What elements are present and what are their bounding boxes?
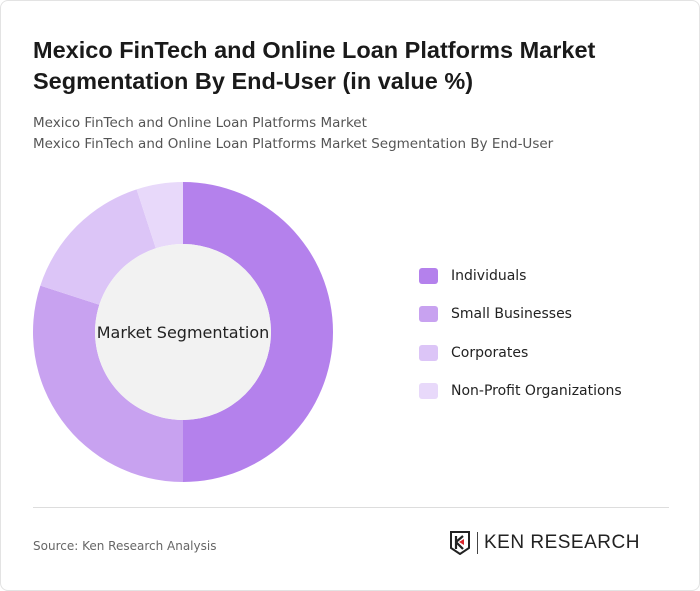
legend-item[interactable]: Corporates [419, 343, 622, 362]
legend-label: Corporates [451, 344, 529, 361]
slice-corporates[interactable] [40, 189, 156, 305]
donut-center [95, 244, 271, 420]
slice-small-businesses[interactable] [32, 285, 183, 482]
legend-swatch [419, 267, 438, 284]
divider [33, 507, 669, 508]
chart-title: Mexico FinTech and Online Loan Platforms… [33, 37, 596, 94]
legend-swatch [419, 383, 438, 399]
logo-text: KEN RESEARCH [484, 532, 640, 553]
center-label: Market Segmentation [97, 323, 270, 342]
source-note: Source: Ken Research Analysis [33, 539, 217, 553]
ken-logo-icon [450, 531, 470, 555]
ken-research-logo: KEN RESEARCH [449, 531, 640, 555]
slice-non-profit-organizations[interactable] [136, 182, 183, 249]
subtitle-market: Mexico FinTech and Online Loan Platforms… [33, 115, 367, 131]
legend-item[interactable]: Individuals [419, 266, 622, 285]
legend-swatch [419, 344, 438, 361]
legend-label: Non-Profit Organizations [451, 383, 622, 399]
legend-label: Small Businesses [451, 306, 572, 322]
subtitle-segmentation: Mexico FinTech and Online Loan Platforms… [33, 136, 554, 152]
legend-item[interactable]: Non-Profit Organizations [419, 382, 622, 401]
donut-chart: Market Segmentation [32, 182, 333, 482]
slice-individuals[interactable] [183, 182, 333, 482]
legend-item[interactable]: Small Businesses [419, 305, 622, 324]
logo-separator [477, 532, 478, 554]
legend-swatch [419, 306, 438, 322]
legend: Individuals Small Businesses Corporates Non… [419, 266, 622, 420]
legend-label: Individuals [451, 267, 527, 284]
